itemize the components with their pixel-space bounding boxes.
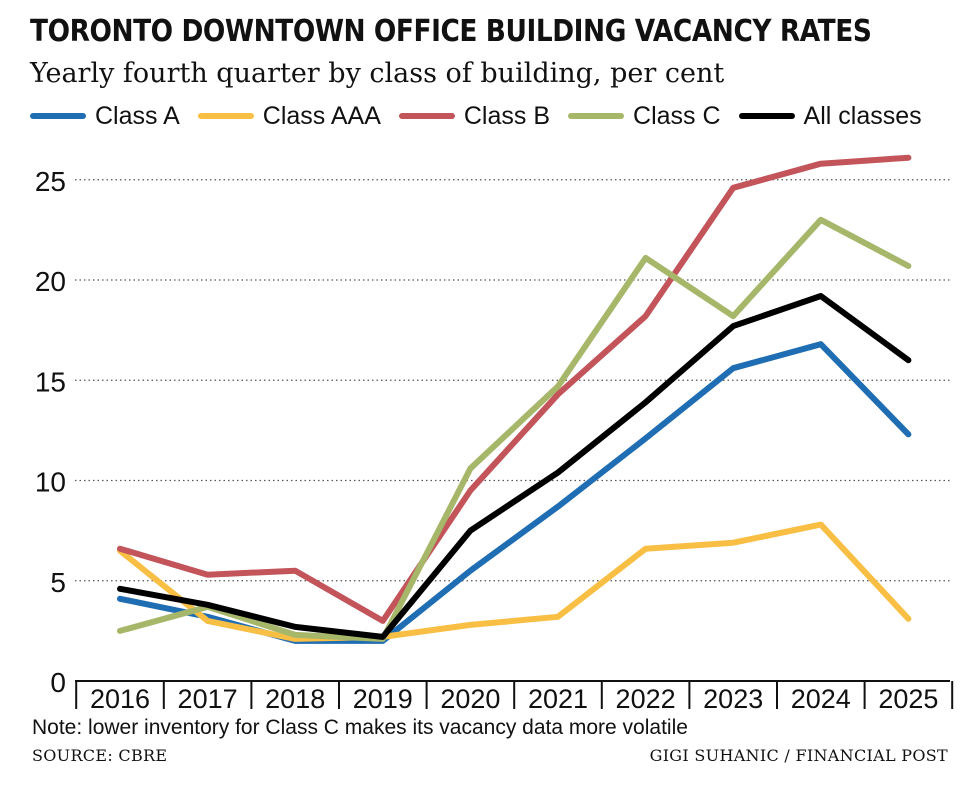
source-credit: SOURCE: CBRE [32, 746, 168, 765]
legend-item-class-a: Class A [30, 102, 180, 131]
x-tick-label: 2024 [791, 684, 851, 714]
y-tick-label: 10 [35, 467, 66, 498]
legend-swatch [398, 113, 455, 119]
legend-swatch [30, 113, 86, 119]
legend-label: All classes [803, 101, 922, 130]
x-tick-label: 2025 [878, 684, 938, 714]
series-line-class-aaa [117, 521, 912, 642]
x-tick-label: 2021 [528, 684, 588, 714]
x-tick-label: 2018 [265, 684, 325, 714]
legend-swatch [197, 113, 254, 119]
legend-swatch [568, 113, 625, 119]
y-tick-label: 15 [35, 366, 66, 397]
legend-label: Class B [463, 101, 551, 130]
x-tick-label: 2023 [703, 684, 763, 714]
y-tick-label: 25 [35, 166, 66, 197]
chart-title: TORONTO DOWNTOWN OFFICE BUILDING VACANCY… [30, 14, 872, 49]
y-tick-label: 20 [35, 266, 66, 297]
series-line-class-b [117, 154, 912, 624]
series-line-class-a [117, 341, 912, 644]
legend-item-class-aaa: Class AAA [197, 101, 381, 131]
legend-swatch [738, 113, 795, 119]
author-credit: GIGI SUHANIC / FINANCIAL POST [649, 746, 948, 765]
chart-legend: Class A Class AAA Class B Class C All classe… [30, 100, 950, 132]
legend-label: Class A [95, 101, 180, 130]
legend-item-all-classes: All classes [738, 101, 922, 131]
x-tick-label: 2022 [616, 684, 676, 714]
legend-label: Class C [633, 101, 721, 130]
series-line-class-c [117, 216, 912, 642]
x-tick-label: 2019 [353, 684, 413, 714]
x-tick-label: 2017 [178, 684, 238, 714]
y-tick-label: 5 [50, 567, 66, 598]
x-tick-label: 2016 [90, 684, 150, 714]
legend-item-class-b: Class B [398, 101, 551, 131]
y-tick-label: 0 [50, 667, 66, 698]
x-tick-label: 2020 [440, 684, 500, 714]
chart-note: Note: lower inventory for Class C makes … [32, 716, 688, 739]
legend-label: Class AAA [262, 101, 381, 130]
legend-item-class-c: Class C [568, 102, 721, 131]
chart-subtitle: Yearly fourth quarter by class of buildi… [30, 58, 725, 89]
series-line-all-classes [117, 293, 912, 640]
